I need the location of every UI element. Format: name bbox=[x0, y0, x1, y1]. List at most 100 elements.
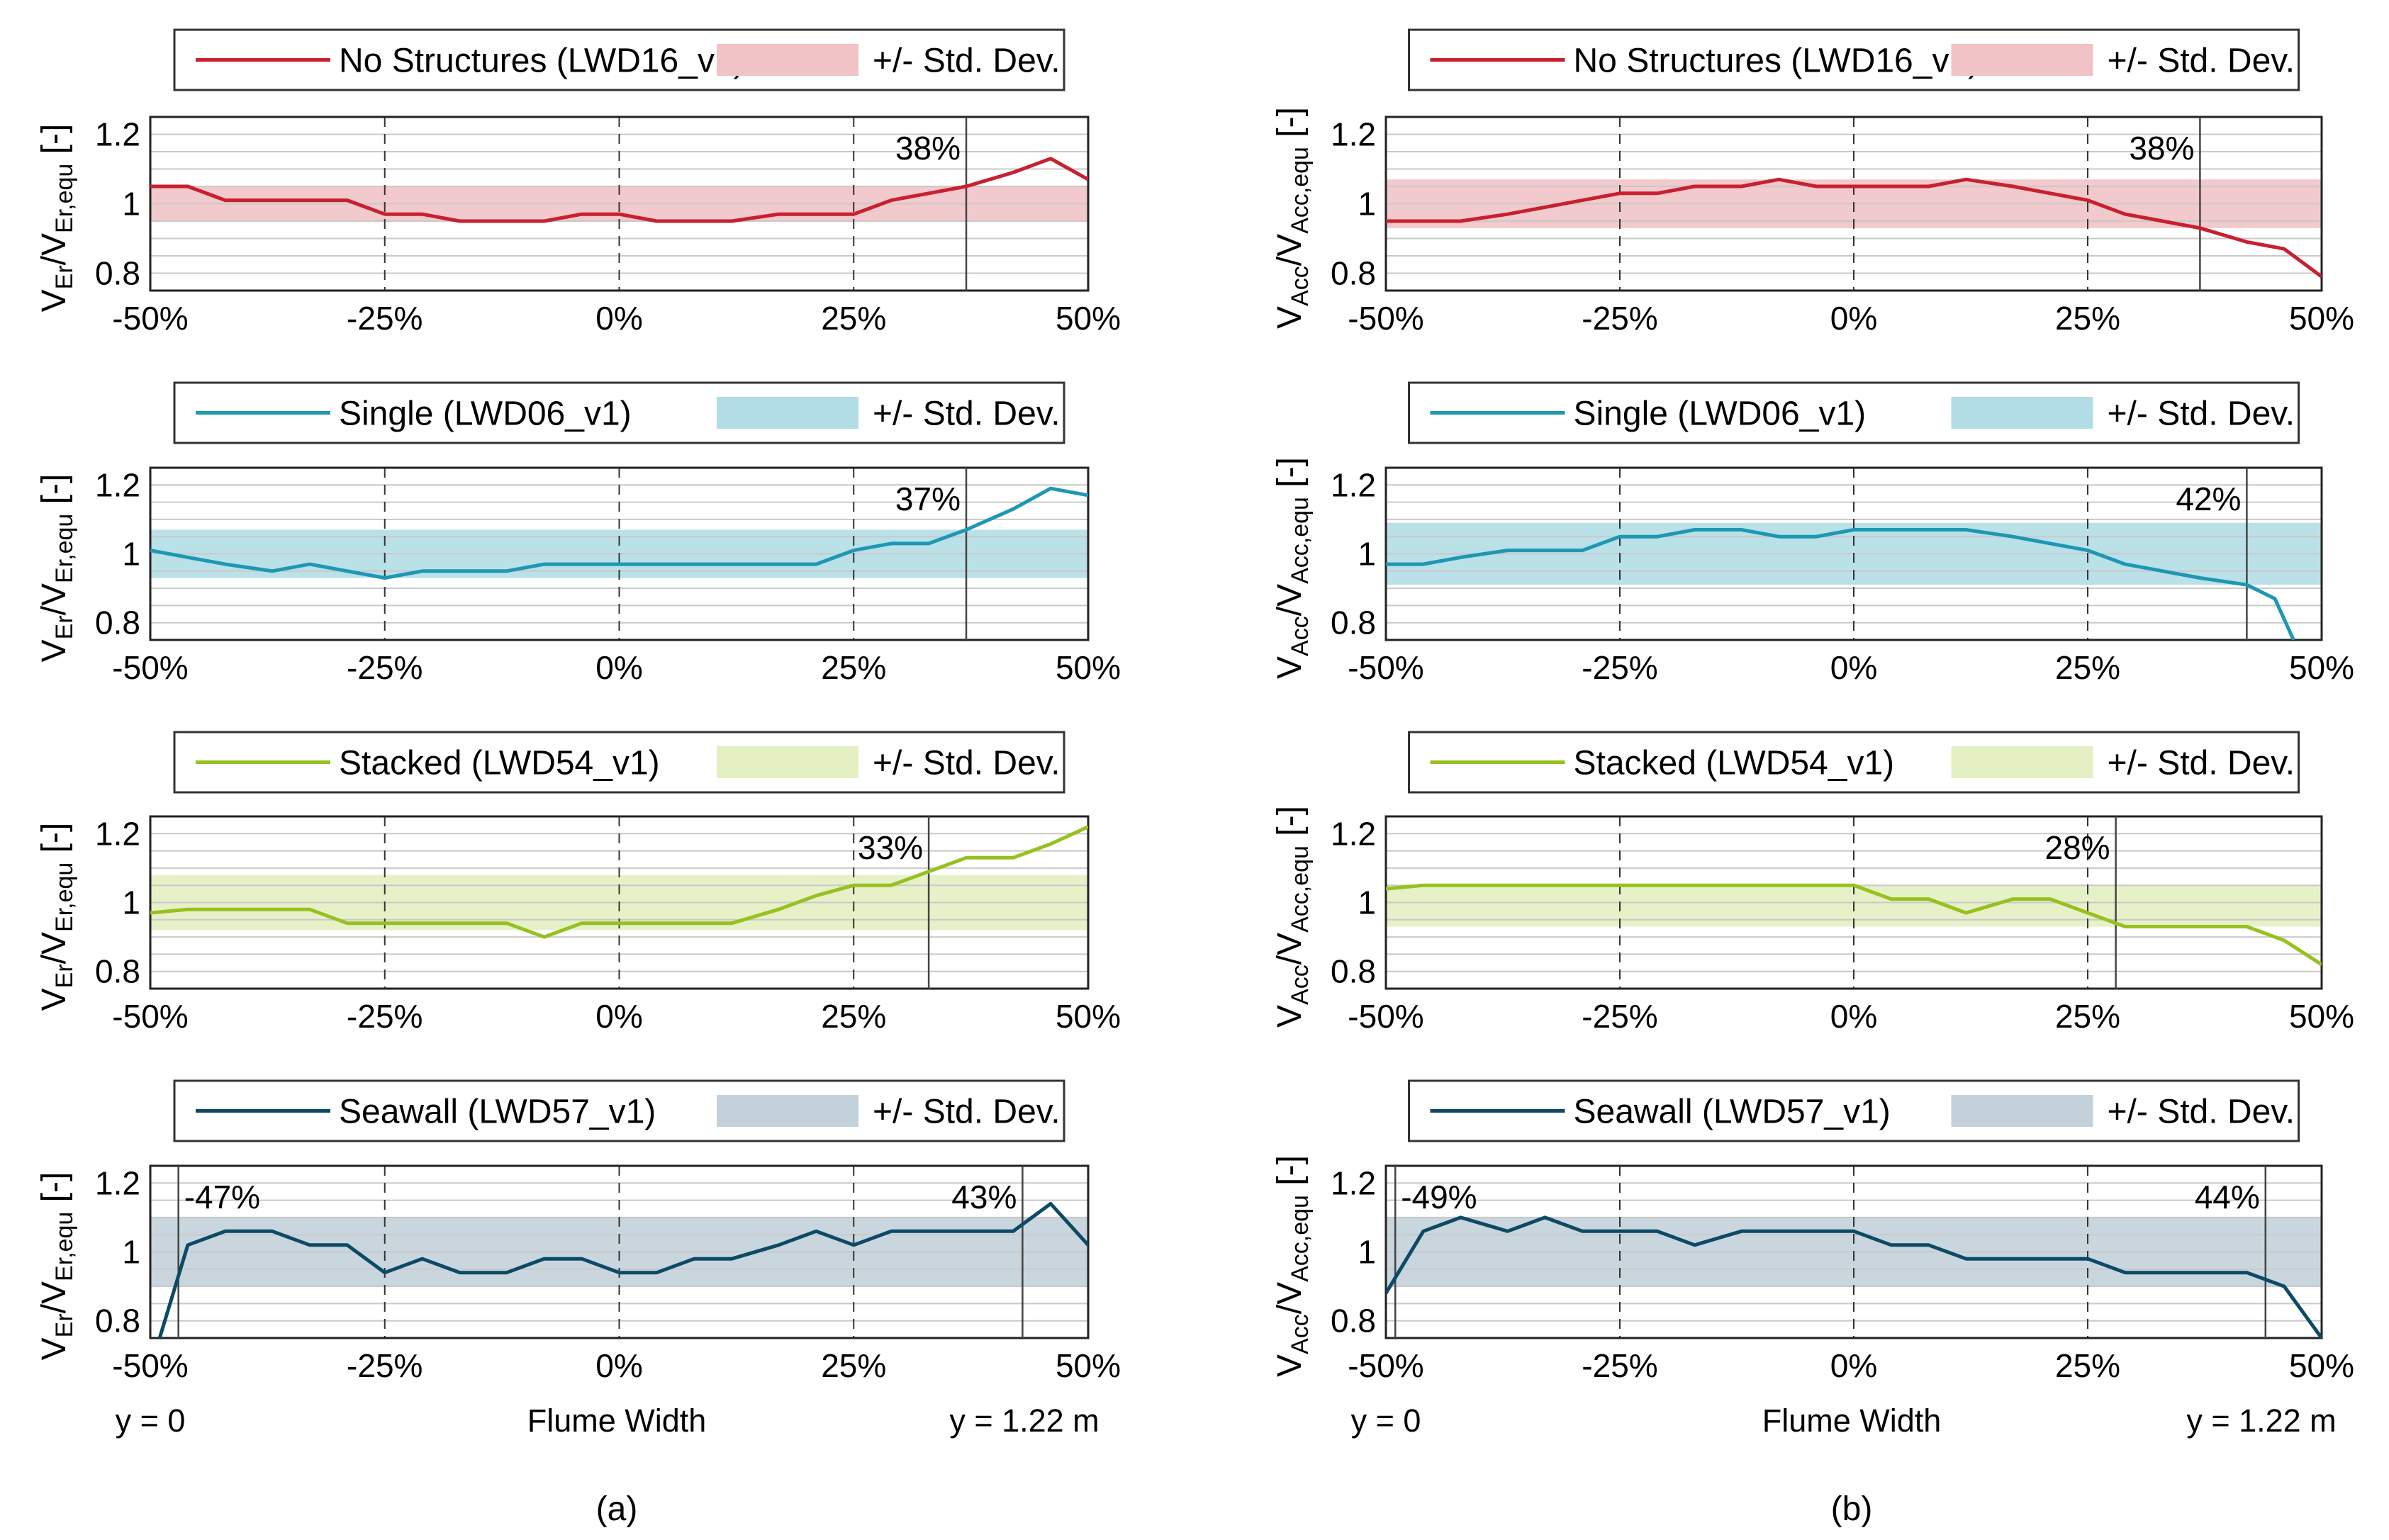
x-tick-label: 25% bbox=[821, 300, 886, 337]
legend-series-label: Seawall (LWD57_v1) bbox=[339, 1094, 656, 1131]
y-tick-label: 0.8 bbox=[1331, 255, 1376, 292]
y-axis-label-part: /V bbox=[1271, 1282, 1309, 1314]
x-tick-label: -25% bbox=[1582, 300, 1657, 337]
y-tick-label: 1.2 bbox=[1331, 1164, 1376, 1201]
y-tick-label: 1 bbox=[122, 1234, 140, 1271]
legend-series-label: Single (LWD06_v1) bbox=[339, 395, 632, 433]
y-axis-label-sub: Er,equ bbox=[51, 1212, 78, 1281]
y-tick-label: 0.8 bbox=[1331, 605, 1376, 641]
y-tick-label: 0.8 bbox=[95, 1303, 140, 1339]
legend-band-label: +/- Std. Dev. bbox=[873, 43, 1061, 80]
chart-a-1: 37% -50% -25% 0% 25% 50% 0.8 1 1.2 VEr/VEr,equ [-… bbox=[35, 381, 1121, 686]
y-axis-label: VEr/VEr,equ [-] bbox=[35, 474, 78, 663]
threshold-label: 43% bbox=[951, 1179, 1017, 1215]
figure-footer: y = 0 Flume Width y = 1.22 m y = 0 Flume… bbox=[116, 1403, 2337, 1528]
y-axis-label-sub: Acc bbox=[1287, 1314, 1314, 1354]
x-tick-label: -50% bbox=[112, 300, 188, 337]
y-axis-label-sub: Acc,equ bbox=[1287, 1195, 1314, 1282]
x-tick-label: 0% bbox=[1830, 1347, 1877, 1384]
y-axis-label-part: V bbox=[1271, 1005, 1309, 1028]
bottom-label-right-a: y = 1.22 m bbox=[949, 1403, 1099, 1439]
panel-label-a: (a) bbox=[596, 1490, 638, 1528]
x-tick-label: 50% bbox=[1056, 649, 1121, 686]
x-tick-label: 25% bbox=[821, 649, 886, 686]
y-axis-label: VAcc/VAcc,equ [-] bbox=[1271, 107, 1314, 329]
x-tick-label: -25% bbox=[1582, 649, 1657, 686]
legend-series-label: No Structures (LWD16_v1) bbox=[1574, 43, 1980, 80]
series-line bbox=[1386, 528, 2295, 640]
y-tick-label: 1 bbox=[1358, 536, 1376, 573]
y-axis-label-part: /V bbox=[1271, 584, 1309, 616]
bottom-label-right-b: y = 1.22 m bbox=[2186, 1403, 2336, 1439]
x-tick-label: 25% bbox=[2055, 300, 2120, 337]
y-tick-label: 1 bbox=[1358, 884, 1376, 921]
y-axis-label: VAcc/VAcc,equ [-] bbox=[1271, 806, 1314, 1028]
x-tick-label: -25% bbox=[347, 1347, 423, 1384]
series-line bbox=[150, 157, 1088, 223]
plot-frame bbox=[149, 466, 1090, 641]
x-tick-label: -50% bbox=[112, 998, 188, 1035]
plot-frame bbox=[149, 815, 1090, 990]
y-axis-label-sub: Er bbox=[51, 964, 78, 988]
y-axis-label-part: /V bbox=[35, 583, 73, 615]
y-tick-label: 0.8 bbox=[95, 255, 140, 292]
series-line bbox=[157, 1202, 1088, 1338]
threshold-label: 44% bbox=[2195, 1179, 2260, 1215]
series-line bbox=[1386, 1215, 2322, 1338]
y-axis-label-part: /V bbox=[35, 1281, 73, 1313]
legend-band-swatch bbox=[1951, 397, 2093, 429]
y-tick-label: 1 bbox=[1358, 1234, 1376, 1271]
y-tick-label: 0.8 bbox=[1331, 1303, 1376, 1339]
x-tick-label: 0% bbox=[595, 998, 642, 1035]
x-tick-label: -50% bbox=[1348, 1347, 1423, 1384]
y-axis-label-sub: Acc,equ bbox=[1287, 845, 1314, 933]
legend-series-label: Single (LWD06_v1) bbox=[1574, 395, 1867, 433]
y-axis-label-sub: Acc,equ bbox=[1287, 497, 1314, 584]
y-axis-label-part: /V bbox=[1271, 234, 1309, 266]
x-tick-label: 25% bbox=[821, 1347, 886, 1384]
y-tick-label: 1.2 bbox=[95, 1164, 140, 1201]
legend-band-swatch bbox=[717, 746, 858, 778]
y-axis-label-sub: Acc bbox=[1287, 965, 1314, 1005]
threshold-label: 28% bbox=[2045, 829, 2110, 866]
y-axis-label-part: V bbox=[1271, 656, 1309, 679]
y-axis-label-part: /V bbox=[35, 932, 73, 964]
y-tick-label: 1.2 bbox=[95, 116, 140, 153]
threshold-label: 38% bbox=[895, 130, 961, 167]
x-tick-label: 25% bbox=[2055, 998, 2120, 1035]
x-tick-label: 50% bbox=[2289, 998, 2354, 1035]
y-axis-label-sub: Er,equ bbox=[51, 164, 78, 233]
y-axis-label-sub: Er bbox=[51, 615, 78, 639]
y-axis-label-part: [-] bbox=[35, 823, 73, 862]
y-axis-label-sub: Acc bbox=[1287, 616, 1314, 656]
y-axis-label-part: V bbox=[1271, 306, 1309, 329]
y-axis-label: VEr/VEr,equ [-] bbox=[35, 1172, 78, 1361]
chart-a-2: 33% -50% -25% 0% 25% 50% 0.8 1 1.2 VEr/VEr,equ [-… bbox=[35, 731, 1121, 1035]
y-tick-label: 1 bbox=[122, 186, 140, 223]
y-axis-label-part: [-] bbox=[35, 1172, 73, 1212]
y-axis-label-part: [-] bbox=[35, 474, 73, 514]
x-tick-label: 0% bbox=[1830, 998, 1877, 1035]
y-tick-label: 0.8 bbox=[95, 605, 140, 641]
bottom-label-left-b: y = 0 bbox=[1351, 1403, 1421, 1439]
series-line bbox=[150, 825, 1088, 939]
y-tick-label: 1.2 bbox=[1331, 815, 1376, 852]
threshold-label: 37% bbox=[895, 480, 961, 517]
y-axis-label-sub: Acc,equ bbox=[1287, 147, 1314, 234]
x-tick-label: -50% bbox=[1348, 998, 1423, 1035]
chart-b-1: 42% -50% -25% 0% 25% 50% 0.8 1 1.2 VAcc/VAcc,equ … bbox=[1271, 381, 2354, 686]
x-tick-label: -50% bbox=[1348, 649, 1423, 686]
legend-band-label: +/- Std. Dev. bbox=[873, 395, 1061, 433]
y-tick-label: 1.2 bbox=[1331, 116, 1376, 153]
y-axis-label: VAcc/VAcc,equ [-] bbox=[1271, 1155, 1314, 1377]
y-axis-label-part: /V bbox=[1271, 933, 1309, 965]
legend-band-label: +/- Std. Dev. bbox=[873, 1094, 1061, 1131]
y-axis-label-part: [-] bbox=[35, 124, 73, 164]
chart-b-3: -49% 44% -50% -25% 0% 25% 50% 0.8 1 1.2 VAcc/VAcc,… bbox=[1271, 1079, 2354, 1384]
y-axis-label-part: V bbox=[35, 639, 73, 662]
x-tick-label: -25% bbox=[347, 649, 423, 686]
threshold-label: 42% bbox=[2176, 480, 2241, 517]
y-axis-label-sub: Acc bbox=[1287, 266, 1314, 306]
